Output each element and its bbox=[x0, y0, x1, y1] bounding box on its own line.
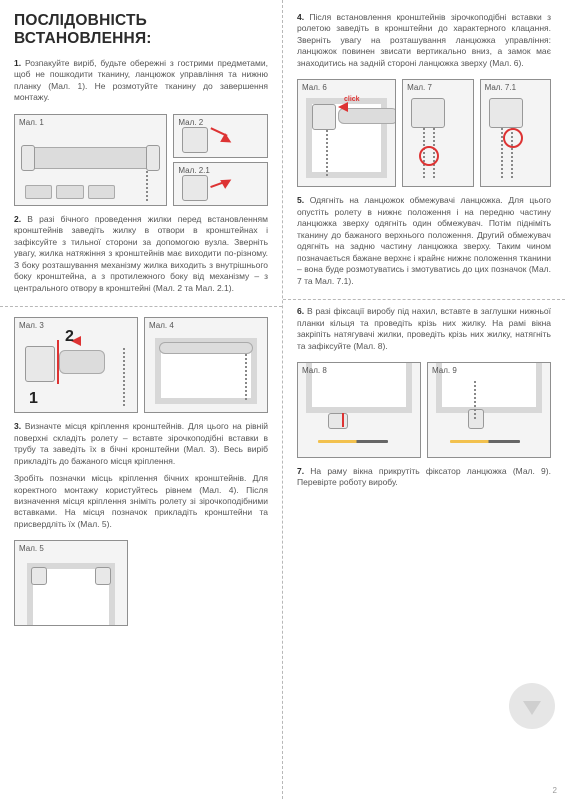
fig3-num-2: 2 bbox=[65, 328, 74, 346]
fig-row-8-9: Мал. 8 Мал. 9 bbox=[297, 362, 551, 458]
step-2-body: В разі бічного проведення жилки перед вс… bbox=[14, 214, 268, 293]
figure-2: Мал. 2 bbox=[173, 114, 268, 158]
figure-7-1: Мал. 7.1 bbox=[480, 79, 551, 187]
figure-4: Мал. 4 bbox=[144, 317, 268, 413]
figure-4-label: Мал. 4 bbox=[149, 321, 174, 330]
step-7-num: 7. bbox=[297, 466, 304, 476]
figure-6: Мал. 6 click bbox=[297, 79, 396, 187]
page-root: ПОСЛІДОВНІСТЬ ВСТАНОВЛЕННЯ: 1. Розпакуйт… bbox=[0, 0, 565, 799]
figure-8-label: Мал. 8 bbox=[302, 366, 327, 375]
step-2-num: 2. bbox=[14, 214, 21, 224]
figure-9-label: Мал. 9 bbox=[432, 366, 457, 375]
step-3-num: 3. bbox=[14, 421, 21, 431]
step-5-num: 5. bbox=[297, 195, 304, 205]
left-divider bbox=[0, 306, 282, 307]
fig-row-3-4: Мал. 3 1 2 Мал. 4 bbox=[14, 317, 268, 413]
figure-8: Мал. 8 bbox=[297, 362, 421, 458]
step-1-num: 1. bbox=[14, 58, 21, 68]
step-5-body: Одягніть на ланцюжок обмежувачі ланцюжка… bbox=[297, 195, 551, 285]
step-3b-body: Зробіть позначки місць кріплення бічних … bbox=[14, 473, 268, 529]
fig-row-6-7: Мал. 6 click Мал. 7 Мал. 7.1 bbox=[297, 79, 551, 187]
figure-1-label: Мал. 1 bbox=[19, 118, 44, 127]
figure-7-1-label: Мал. 7.1 bbox=[485, 83, 516, 92]
page-number: 2 bbox=[553, 786, 557, 795]
step-3-text: 3. Визначте місця кріплення кронштейнів.… bbox=[14, 421, 268, 467]
right-divider bbox=[283, 299, 565, 300]
figure-2-1-label: Мал. 2.1 bbox=[178, 166, 209, 175]
step-6-text: 6. В разі фіксації виробу під нахил, вст… bbox=[297, 306, 551, 352]
figure-3: Мал. 3 1 2 bbox=[14, 317, 138, 413]
figure-2-1: Мал. 2.1 bbox=[173, 162, 268, 206]
figure-5: Мал. 5 bbox=[14, 540, 128, 626]
left-column: ПОСЛІДОВНІСТЬ ВСТАНОВЛЕННЯ: 1. Розпакуйт… bbox=[0, 0, 283, 799]
step-1-text: 1. Розпакуйте виріб, будьте обережні з г… bbox=[14, 58, 268, 104]
figure-9: Мал. 9 bbox=[427, 362, 551, 458]
step-5-text: 5. Одягніть на ланцюжок обмежувачі ланцю… bbox=[297, 195, 551, 287]
figure-5-label: Мал. 5 bbox=[19, 544, 44, 553]
main-title: ПОСЛІДОВНІСТЬ ВСТАНОВЛЕННЯ: bbox=[14, 12, 268, 48]
step-4-text: 4. Після встановлення кронштейнів зірочк… bbox=[297, 12, 551, 69]
figure-3-label: Мал. 3 bbox=[19, 321, 44, 330]
fig-row-1-2: Мал. 1 Мал. 2 Мал. bbox=[14, 114, 268, 206]
step-6-body: В разі фіксації виробу під нахил, вставт… bbox=[297, 306, 551, 350]
step-1-body: Розпакуйте виріб, будьте обережні з гост… bbox=[14, 58, 268, 102]
figure-1: Мал. 1 bbox=[14, 114, 167, 206]
watermark-icon bbox=[509, 683, 555, 729]
click-label: click bbox=[344, 96, 360, 103]
step-3-body: Визначте місця кріплення кронштейнів. Дл… bbox=[14, 421, 268, 465]
figure-2-label: Мал. 2 bbox=[178, 118, 203, 127]
step-7-body: На раму вікна прикрутіть фіксатор ланцюж… bbox=[297, 466, 551, 487]
figure-6-label: Мал. 6 bbox=[302, 83, 327, 92]
step-3b-text: Зробіть позначки місць кріплення бічних … bbox=[14, 473, 268, 530]
figure-7-label: Мал. 7 bbox=[407, 83, 432, 92]
step-4-num: 4. bbox=[297, 12, 304, 22]
fig3-num-1: 1 bbox=[29, 390, 38, 408]
fig-row-5: Мал. 5 bbox=[14, 540, 268, 626]
step-4-body: Після встановлення кронштейнів зірочкопо… bbox=[297, 12, 551, 68]
step-2-text: 2. В разі бічного проведення жилки перед… bbox=[14, 214, 268, 294]
figure-7: Мал. 7 bbox=[402, 79, 473, 187]
right-column: 4. Після встановлення кронштейнів зірочк… bbox=[283, 0, 565, 799]
step-7-text: 7. На раму вікна прикрутіть фіксатор лан… bbox=[297, 466, 551, 489]
step-6-num: 6. bbox=[297, 306, 304, 316]
